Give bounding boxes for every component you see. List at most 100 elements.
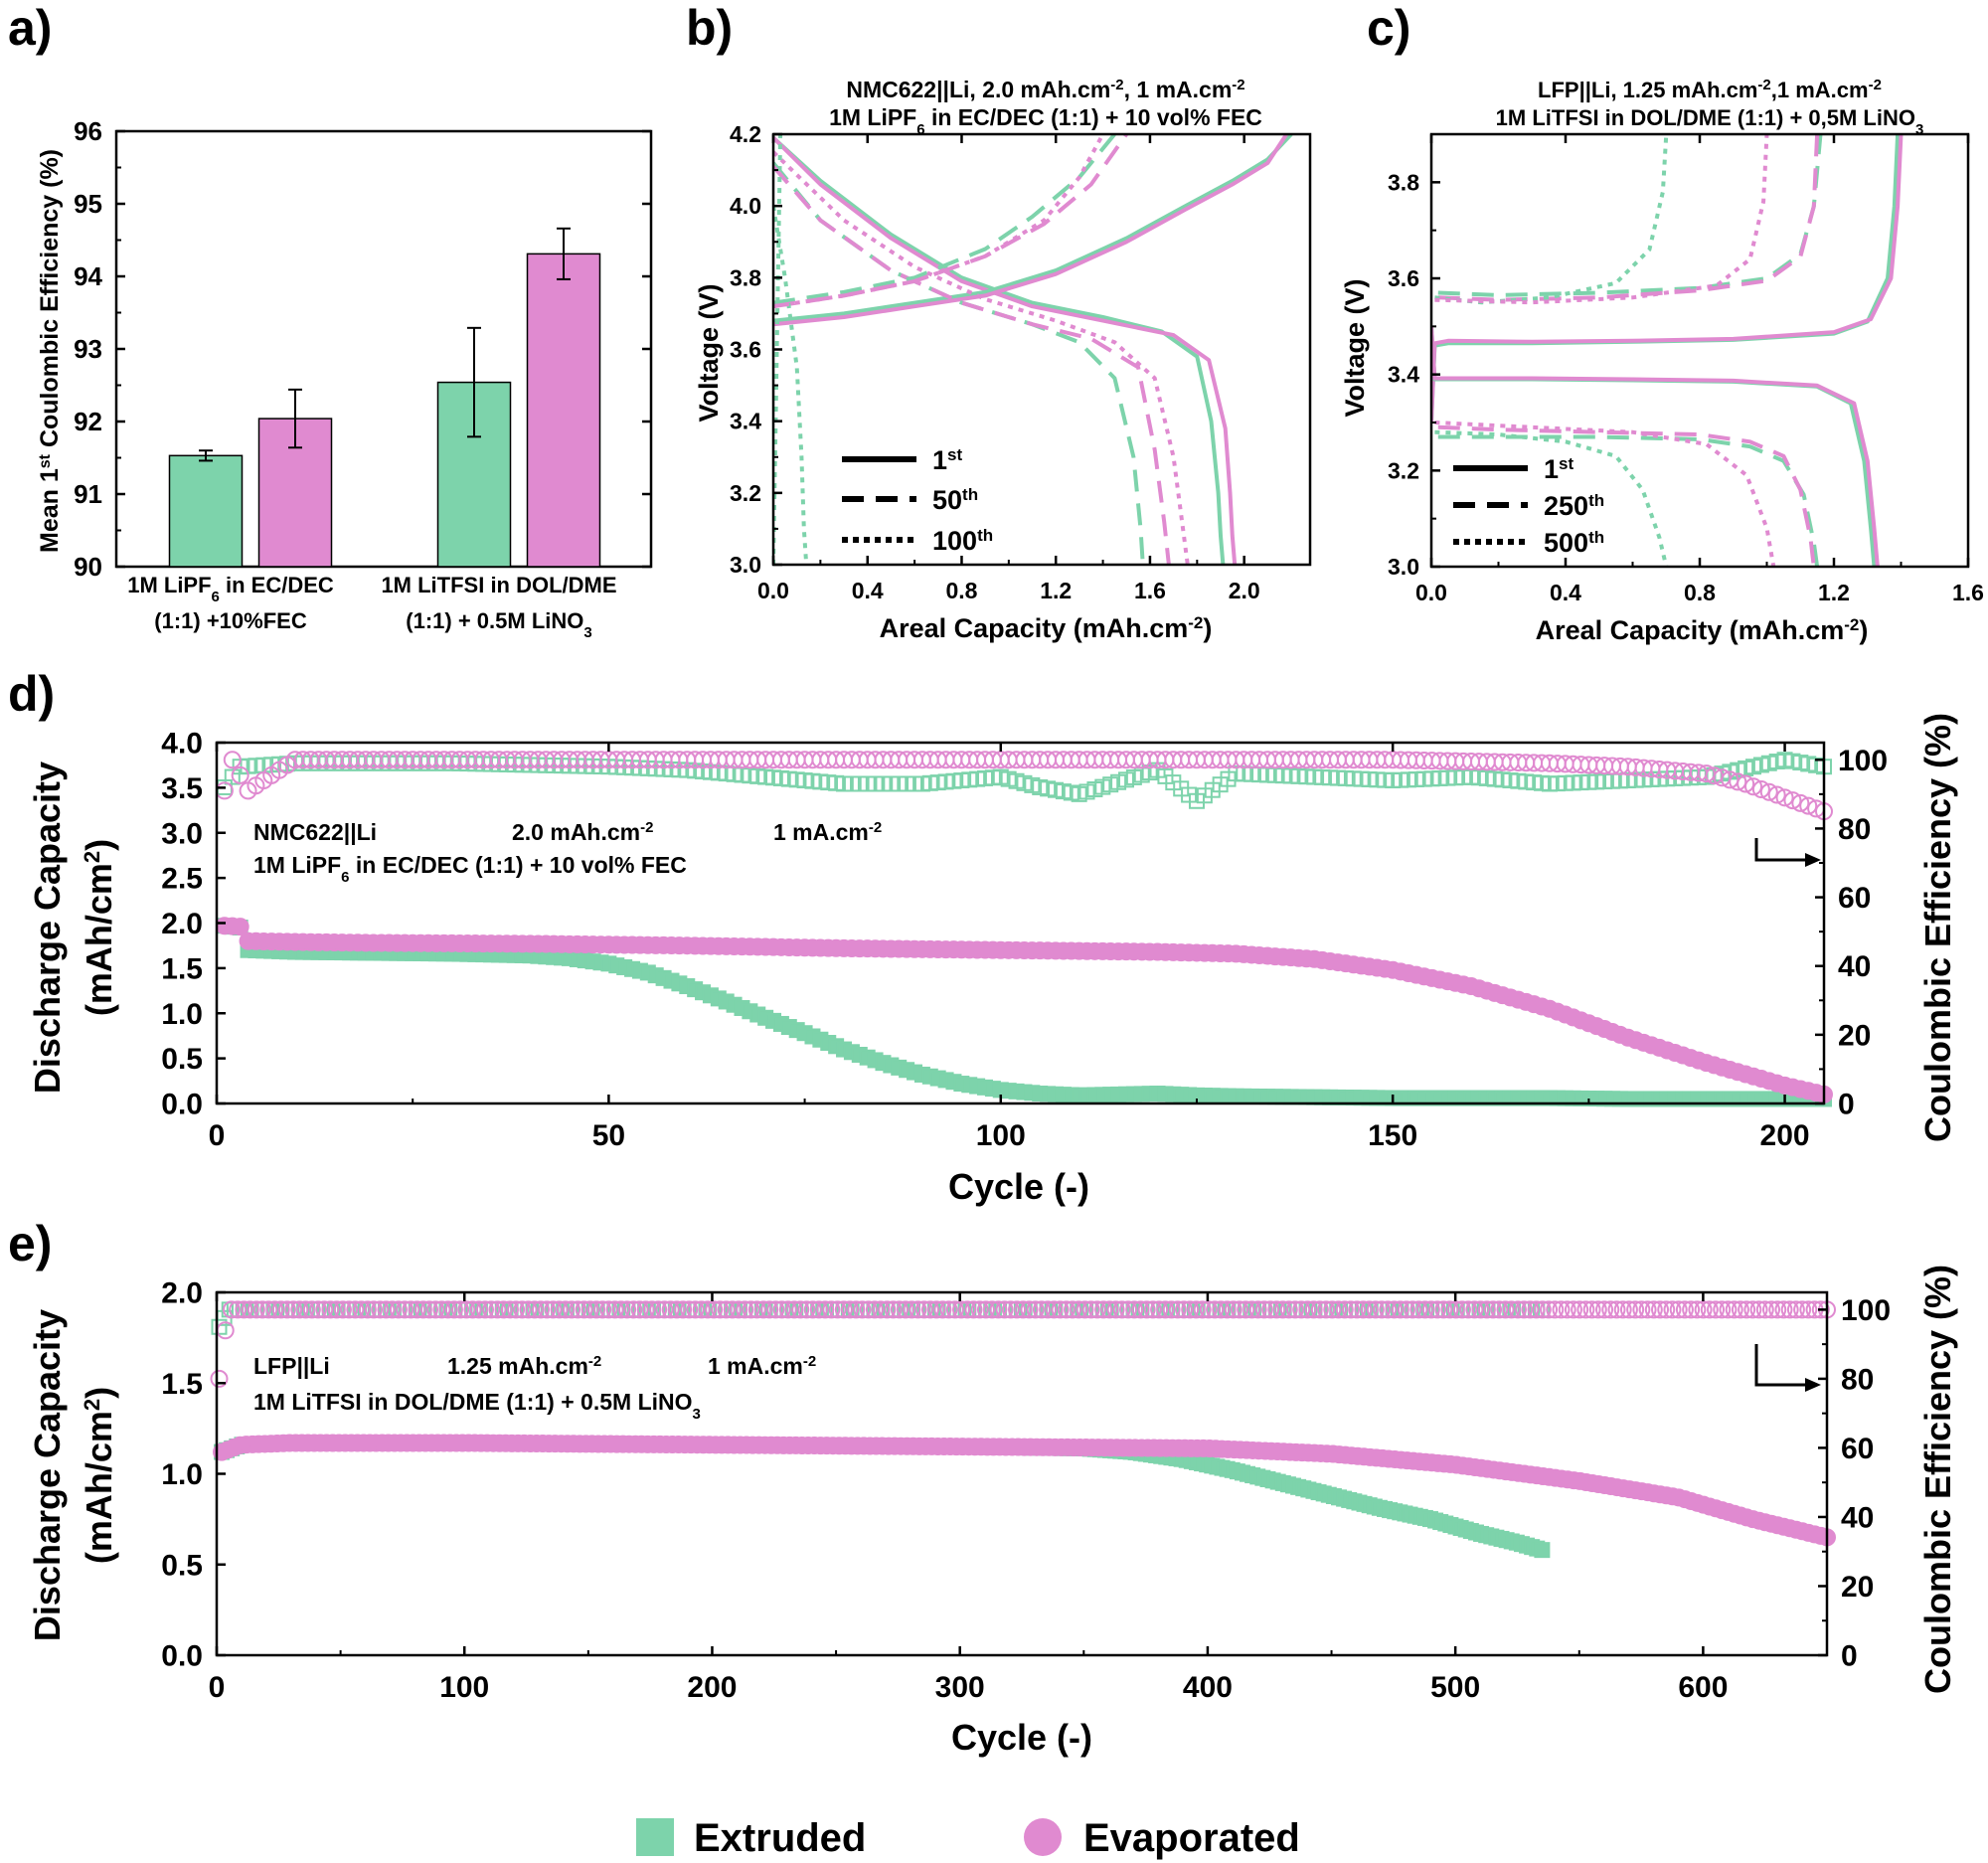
ce-marker-evaporated (1020, 1300, 1039, 1319)
ce-marker-evaporated (1582, 1300, 1601, 1319)
ce-marker-evaporated (383, 1300, 402, 1319)
ce-marker-evaporated (296, 1300, 315, 1319)
ce-marker-evaporated (834, 1300, 853, 1319)
y-tick-label: 2.5 (161, 863, 203, 896)
ce-marker-evaporated (785, 1300, 804, 1319)
x-tick-label: 1.6 (1952, 580, 1984, 605)
ce-marker-evaporated (1335, 1300, 1354, 1319)
y2-tick-label: 40 (1838, 950, 1871, 983)
ce-marker-evaporated (1385, 1300, 1404, 1319)
ce-marker-evaporated (333, 1300, 352, 1319)
ce-marker-evaporated (1026, 1300, 1045, 1319)
y-tick-label: 91 (74, 479, 102, 509)
ce-marker-evaporated (1743, 1300, 1762, 1319)
ce-marker-evaporated (1391, 1300, 1409, 1319)
panel-a-plot-area: 90 91 92 93 94 95 96 (74, 116, 653, 582)
ce-marker-evaporated (1799, 1300, 1818, 1319)
ce-marker-evaporated (1791, 793, 1810, 812)
x-tick-label: 1.2 (1040, 578, 1072, 603)
y-tick-label: 94 (74, 261, 102, 291)
ce-marker-evaporated (241, 1300, 259, 1319)
y-tick-label: 2.0 (161, 908, 203, 940)
ce-marker-evaporated (853, 1300, 872, 1319)
ce-marker-evaporated (1521, 1300, 1540, 1319)
y-tick-label: 93 (74, 334, 102, 364)
ce-marker-evaporated (389, 1300, 408, 1319)
ce-marker-evaporated (1638, 1300, 1657, 1319)
y2-tick-label: 0 (1841, 1640, 1858, 1673)
ce-marker-evaporated (1533, 1300, 1552, 1319)
y-tick-label: 3.2 (1388, 457, 1419, 483)
ce-marker-evaporated (1768, 1300, 1787, 1319)
ce-marker-evaporated (1694, 1300, 1713, 1319)
ce-marker-evaporated (1001, 1300, 1020, 1319)
panel-c-line-legend: 1st 250th 500th (1453, 454, 1604, 558)
ce-marker-evaporated (1366, 1300, 1385, 1319)
ce-marker-evaporated (803, 1300, 822, 1319)
panel-b-x-axis-title: Areal Capacity (mAh.cm-2) (880, 613, 1213, 644)
ce-marker-evaporated (358, 1300, 377, 1319)
ce-marker-evaporated (1669, 1300, 1688, 1319)
ce-marker-evaporated (550, 1300, 569, 1319)
ce-marker-evaporated (414, 1300, 432, 1319)
legend-evaporated-label: Evaporated (1083, 1816, 1300, 1860)
ce-marker-evaporated (420, 1300, 439, 1319)
ce-marker-evaporated (778, 1300, 797, 1319)
panel-b-label: b) (686, 0, 733, 56)
panel-b-title-line-2: 1M LiPF6 in EC/DEC (1:1) + 10 vol% FEC (829, 104, 1262, 138)
y-tick-label: 3.8 (730, 264, 761, 290)
ce-marker-evaporated (618, 1300, 637, 1319)
y-tick-label: 3.4 (1388, 362, 1419, 388)
ce-marker-evaporated (1397, 1300, 1415, 1319)
ce-marker-evaporated (231, 765, 249, 784)
ce-marker-evaporated (859, 1300, 878, 1319)
curve-evaporated-1st-discharge (1431, 326, 1880, 567)
y-tick-label: 1.5 (161, 1368, 203, 1401)
markers (215, 751, 1833, 1107)
y-tick-label: 0.5 (161, 1043, 203, 1076)
ce-marker-evaporated (290, 1300, 309, 1319)
ce-marker-evaporated (649, 1300, 668, 1319)
ce-marker-evaporated (1786, 1300, 1805, 1319)
ce-marker-evaporated (432, 1300, 451, 1319)
ce-marker-evaporated (945, 1300, 964, 1319)
panel-e-annotation: LFP||Li 1.25 mAh.cm-2 1 mA.cm-2 1M LiTFS… (253, 1353, 816, 1423)
ce-marker-evaporated (586, 1300, 605, 1319)
panel-e-y-axis-title-line-2: (mAh/cm2) (79, 1387, 119, 1564)
ce-marker-evaporated (816, 1300, 835, 1319)
ce-marker-evaporated (1199, 1300, 1218, 1319)
ce-marker-evaporated (1131, 1300, 1150, 1319)
ce-marker-evaporated (1558, 1300, 1576, 1319)
ce-marker-evaporated (1744, 777, 1763, 796)
panel-c-label: c) (1367, 0, 1410, 56)
ce-marker-evaporated (1156, 1300, 1175, 1319)
y-tick-label: 3.5 (161, 772, 203, 805)
panel-c-x-axis-title: Areal Capacity (mAh.cm-2) (1536, 615, 1869, 646)
ce-marker-evaporated (809, 1300, 828, 1319)
ce-marker-evaporated (841, 1300, 860, 1319)
ce-marker-evaporated (698, 1300, 717, 1319)
panel-d-y2-axis-title: Coulombic Efficiency (%) (1917, 713, 1958, 1142)
x-tick-label: 0.0 (757, 578, 789, 603)
ce-marker-evaporated (1595, 1300, 1614, 1319)
panel-d-y-axis-title-line-2: (mAh/cm2) (79, 839, 119, 1016)
ce-marker-evaporated (1700, 1300, 1719, 1319)
panel-b-y-axis-title: Voltage (V) (694, 283, 724, 422)
ce-marker-evaporated (259, 1300, 278, 1319)
ce-marker-evaporated (1224, 1300, 1242, 1319)
x-tick-label: 0.8 (1684, 580, 1716, 605)
x-tick-label: 200 (687, 1671, 737, 1704)
ce-marker-evaporated (1719, 1300, 1738, 1319)
x-tick-label: 300 (935, 1671, 985, 1704)
ce-marker-evaporated (1292, 1300, 1311, 1319)
ce-marker-evaporated (1143, 1300, 1162, 1319)
ce-marker-evaporated (1273, 1300, 1292, 1319)
y-tick-label: 3.4 (730, 409, 761, 434)
ce-marker-evaporated (995, 1300, 1014, 1319)
ce-marker-evaporated (1780, 1300, 1799, 1319)
ce-marker-evaporated (531, 1300, 550, 1319)
ce-marker-evaporated (235, 1300, 253, 1319)
ce-marker-evaporated (630, 1300, 649, 1319)
y-tick-label: 0.0 (161, 1089, 203, 1121)
y-tick-label: 1.0 (161, 1458, 203, 1491)
